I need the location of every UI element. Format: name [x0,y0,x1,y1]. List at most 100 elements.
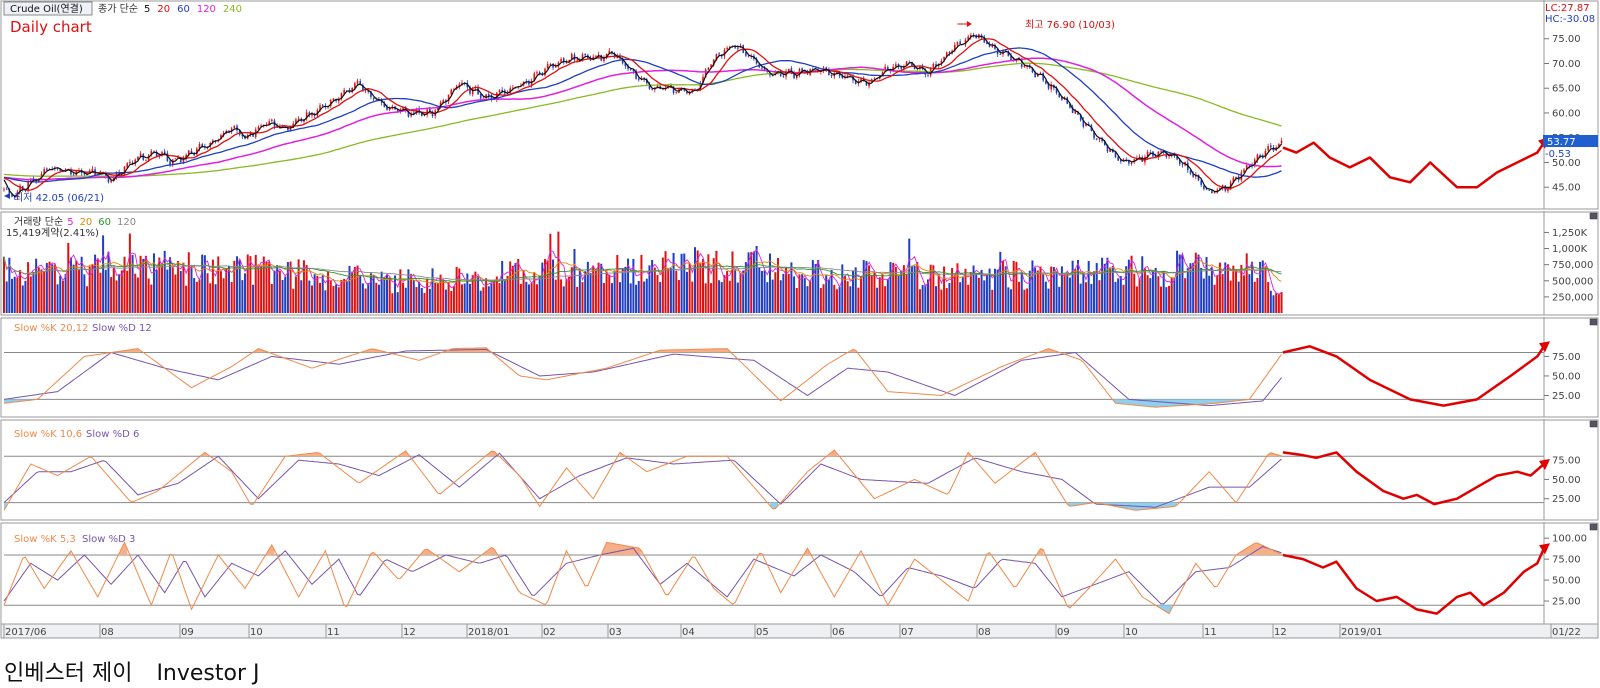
volume-bar [651,259,654,313]
price-candle-body [1101,138,1103,142]
volume-bar [865,261,868,313]
volume-bar [276,265,279,313]
price-candle-body [177,157,179,158]
volume-bar [894,267,897,313]
volume-bar [860,277,863,313]
volume-bar [541,262,544,313]
volume-bar [94,254,97,313]
volume-bar [1119,276,1122,313]
price-candle-body [624,62,627,67]
volume-bar [1010,289,1013,313]
volume-bar [669,268,672,313]
price-candle-body [1192,173,1194,177]
volume-bar [1079,283,1082,313]
volume-bar [91,264,94,313]
price-candle-body [1270,145,1272,148]
volume-bar [99,272,102,313]
volume-bar [147,278,150,313]
volume-bar [185,285,188,313]
price-candle-body [453,89,455,90]
price-candle-body [367,90,370,92]
price-candle-body [841,75,844,79]
panel-frame-2 [0,211,1599,316]
volume-bar [1240,264,1243,313]
volume-bar [519,283,522,313]
volume-bar [1269,290,1272,313]
price-candle-body [362,85,364,92]
volume-bar [763,270,766,313]
volume-bar [1205,256,1208,313]
volume-bar [45,263,48,313]
price-candle-body [1240,172,1243,181]
panel-toggle-3[interactable] [1589,318,1598,326]
price-candle-body [1071,107,1074,113]
price-candle-body [161,152,163,156]
volume-bar [605,271,608,313]
volume-bar [1243,275,1246,313]
stoch-overbought-fill [1268,452,1282,457]
symbol-label: Crude Oil(연결) [10,3,83,15]
symbol-box[interactable] [3,1,93,16]
price-candle-body [919,66,921,68]
price-candle-body [723,49,726,57]
volume-bar [3,256,5,313]
stoch-oversold-fill [1158,605,1172,614]
volume-bar [983,280,986,313]
price-candle-body [613,53,616,58]
volume-bar [787,273,790,313]
volume-bar [69,257,72,313]
volume-bar [139,255,142,313]
volume-bar [268,261,271,313]
price-candle-body [59,169,62,171]
volume-bar [868,265,871,313]
volume-bar [838,286,841,313]
price-candle-body [113,176,115,181]
price-candle-body [986,42,988,45]
volume-bar [1047,288,1050,313]
volume-bar [1143,268,1146,313]
panel-toggle-2[interactable] [1589,212,1598,220]
volume-bar [11,278,14,313]
volume-bar [169,257,172,313]
volume-bar [319,282,322,313]
stoch-d-line [3,546,1282,605]
stoch-overbought-fill [601,542,642,555]
price-candle-body [43,169,45,174]
panel-frame-3 [0,317,1599,418]
volume-bar [522,270,525,313]
price-candle-body [528,81,530,85]
price-candle-body [1010,55,1012,61]
price-candle-body [1278,143,1280,147]
volume-label: 거래량 단순 [14,216,63,228]
x-tick-label: 12 [1274,627,1287,638]
price-candle-body [691,89,694,93]
price-candle-body [557,62,560,67]
price-candle-body [1221,184,1224,189]
volume-bar [768,253,771,313]
price-candle-body [1208,189,1211,191]
price-candle-body [1205,188,1208,190]
price-candle-body [185,154,187,159]
volume-bar [136,277,139,313]
price-candle-body [570,53,573,60]
volume-bar [418,281,421,313]
price-candle-body [1114,152,1117,158]
price-candle-body [1256,154,1259,160]
volume-bar [956,263,959,313]
price-candle-body [1117,156,1119,161]
panel-toggle-4[interactable] [1589,420,1598,428]
stoch-overbought-fill [119,542,128,555]
volume-bar [1023,289,1026,313]
price-candle-body [905,61,908,66]
x-tick-label: 11 [1204,627,1217,638]
volume-bar [739,273,742,313]
volume-bar [498,283,501,313]
x-tick-label: 08 [101,627,114,638]
panel-toggle-5[interactable] [1589,523,1598,531]
price-candle-body [1079,114,1082,121]
price-candle-body [637,78,640,80]
volume-bar [656,274,659,313]
volume-bar [372,275,375,313]
volume-bar [123,256,126,313]
volume-bar [632,258,635,313]
